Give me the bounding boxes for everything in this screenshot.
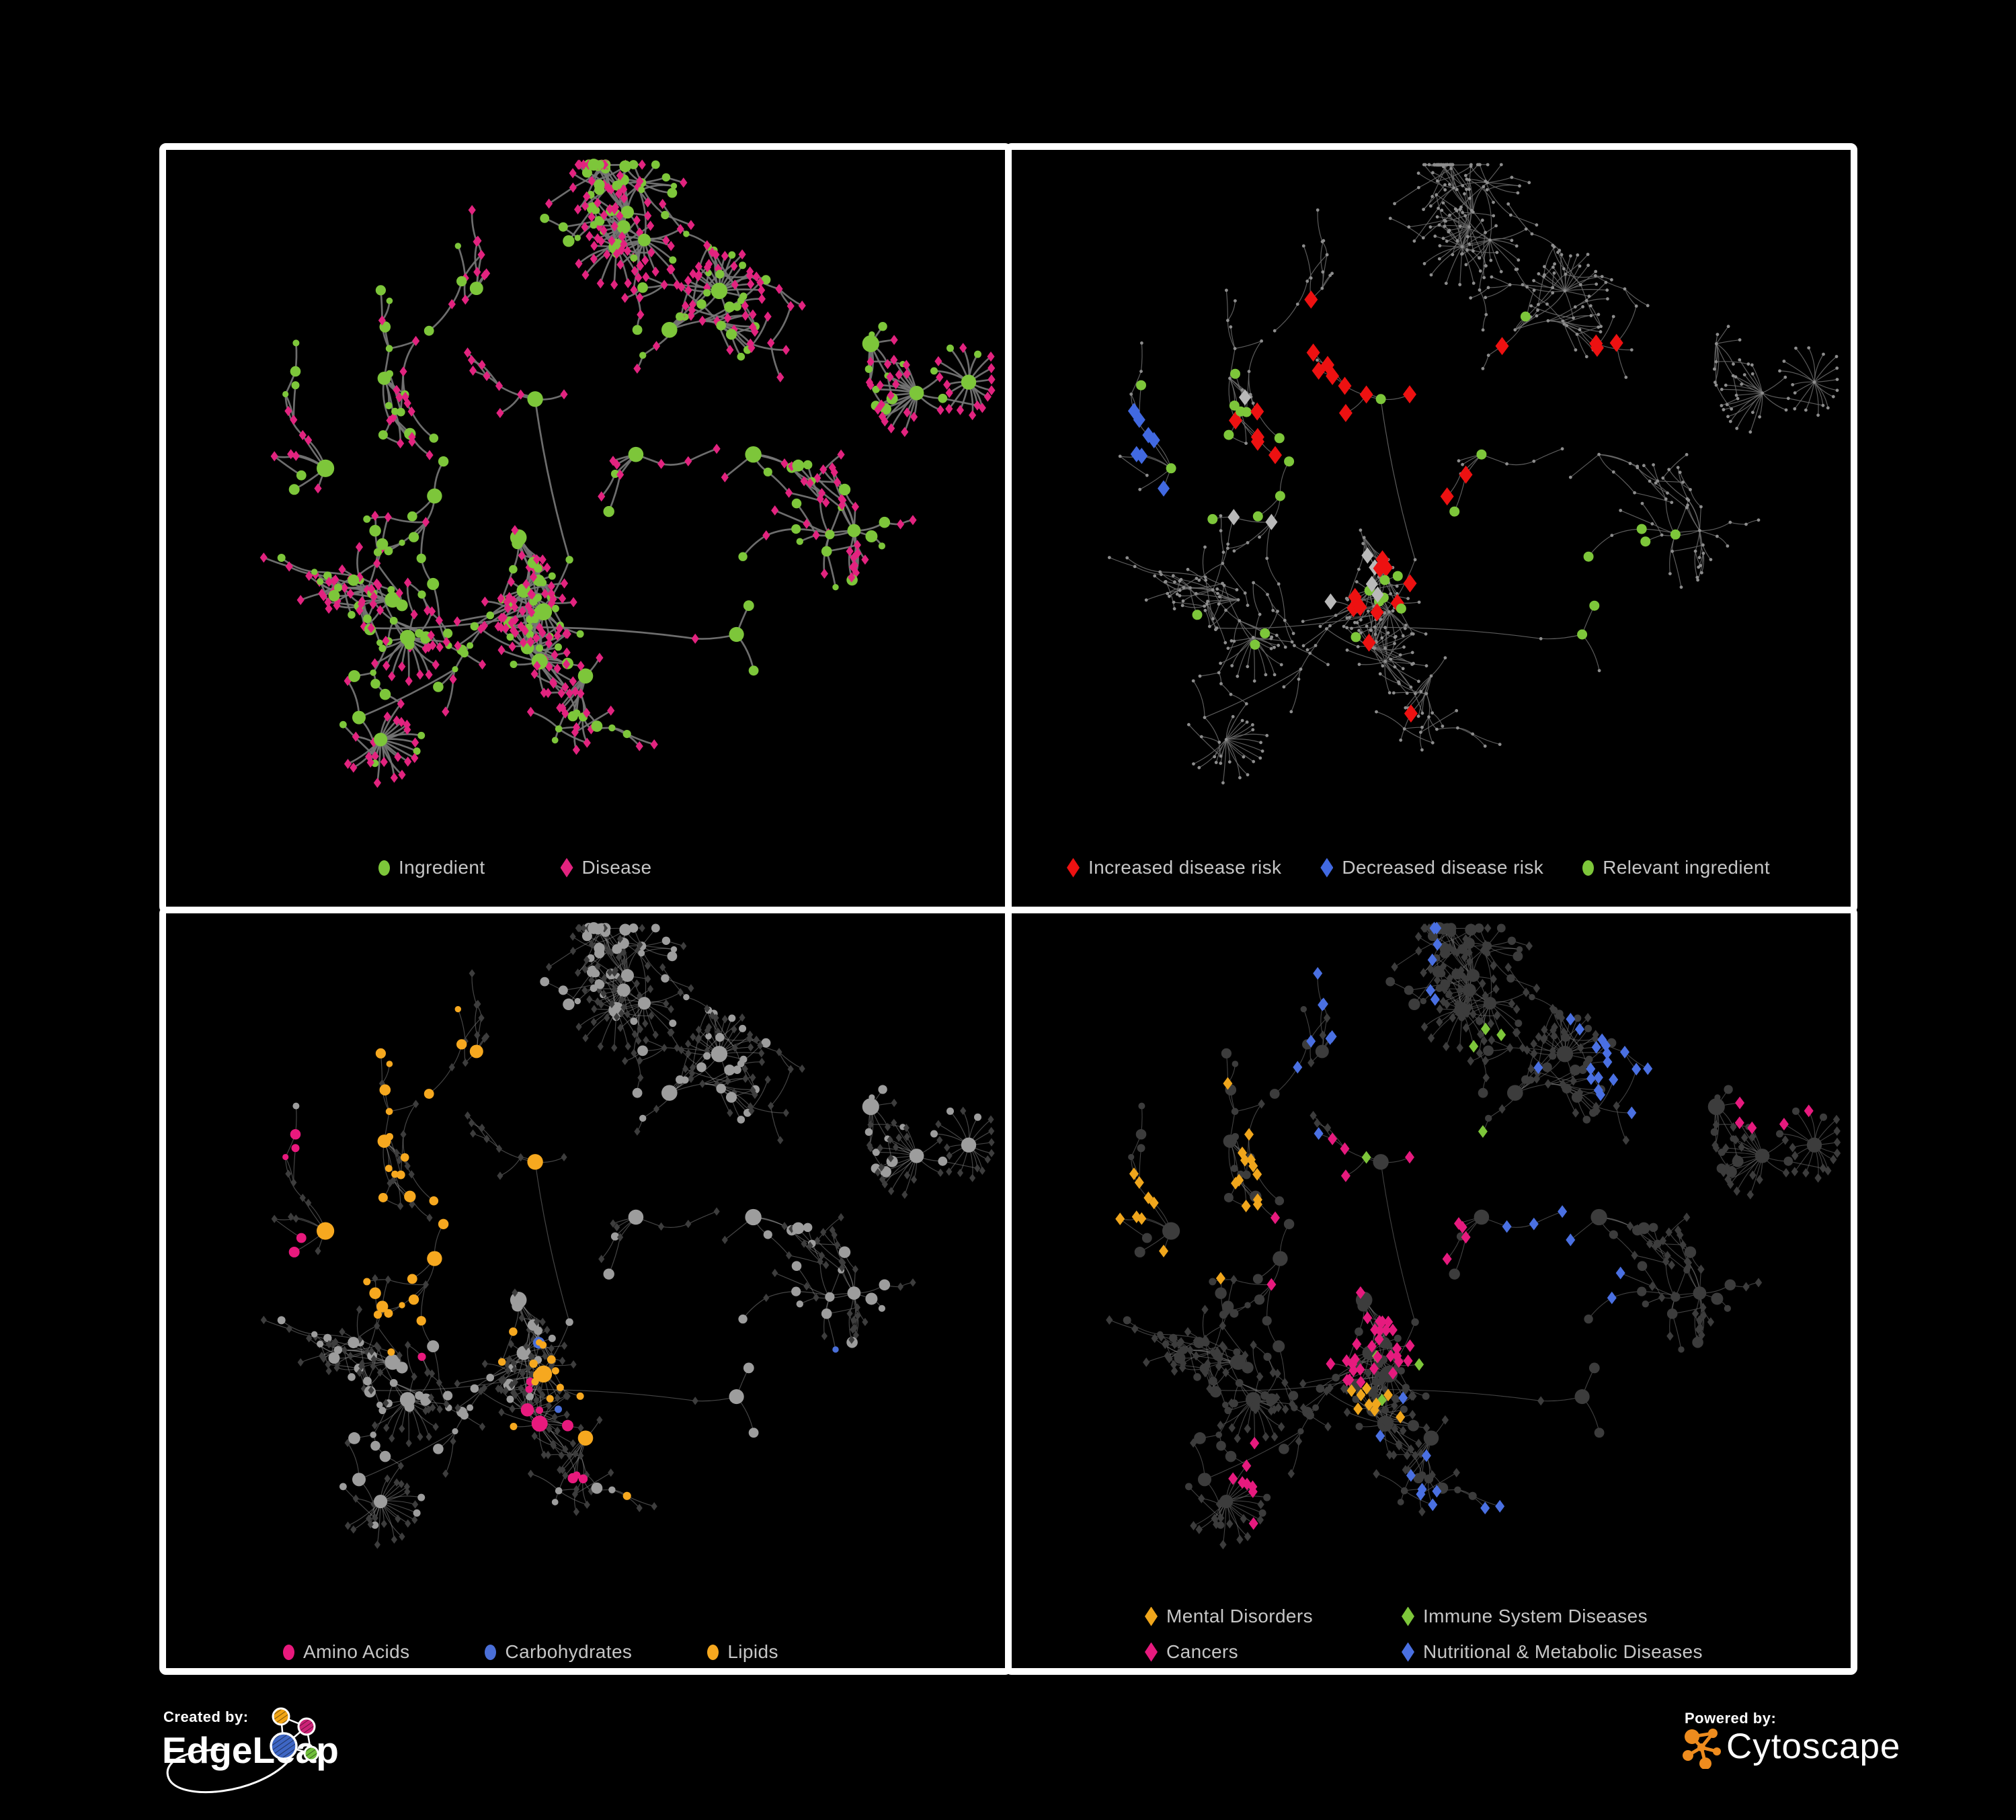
powered-by-label: Powered by: (1685, 1710, 1777, 1727)
legend-label: Disease (581, 857, 652, 878)
cytoscape-logo-icon (1683, 1729, 1721, 1769)
legend-label: Decreased disease risk (1342, 857, 1544, 878)
diamond-marker-icon (1320, 858, 1334, 878)
edges-layer (264, 927, 992, 1545)
edgeleap-logo-icon (166, 1707, 319, 1794)
legend-disease-risk: Increased disease risk Decreased disease … (1067, 857, 1770, 878)
legend-item: Lipids (707, 1641, 778, 1663)
nodes-layer (260, 922, 995, 1549)
network-graph (260, 922, 995, 1549)
diamond-marker-icon (1402, 1642, 1414, 1662)
circle-marker-icon (283, 1644, 294, 1660)
legend-item: Mental Disorders (1145, 1606, 1402, 1627)
cytoscape-brand-block: Powered by: Cytoscape (1679, 1708, 1948, 1796)
legend-item: Ingredient (378, 857, 485, 878)
legend-label: Cancers (1166, 1641, 1239, 1662)
panel-disease-risk: Increased disease risk Decreased disease … (1005, 143, 1857, 913)
legend-nutrient-classes: Amino Acids Carbohydrates Lipids (283, 1641, 778, 1663)
legend-item: Immune System Diseases (1402, 1606, 1703, 1627)
legend-item: Cancers (1145, 1641, 1402, 1663)
nodes-layer (1106, 921, 1841, 1550)
legend-item: Carbohydrates (485, 1641, 632, 1663)
circle-marker-icon (707, 1644, 719, 1660)
edgeleap-brand-block: Created by: EdgeLeap (159, 1706, 368, 1820)
edges-layer (263, 163, 992, 783)
legend-item: Relevant ingredient (1582, 857, 1770, 878)
legend-label: Ingredient (399, 857, 485, 878)
panel-ingredient-disease: Ingredient Disease (159, 143, 1012, 913)
diamond-marker-icon (1145, 1606, 1158, 1626)
diamond-marker-icon (1145, 1642, 1158, 1662)
circle-marker-icon (485, 1644, 497, 1660)
legend-label: Carbohydrates (505, 1641, 633, 1662)
network-graph (1106, 921, 1841, 1550)
diamond-marker-icon (1402, 1606, 1414, 1626)
legend-label: Relevant ingredient (1603, 857, 1771, 878)
network-graph (259, 159, 996, 788)
diamond-marker-icon (560, 858, 573, 878)
legend-label: Amino Acids (303, 1641, 410, 1662)
panel-disease-categories: Mental Disorders Immune System Diseases Ca… (1005, 907, 1857, 1675)
nodes-layer (259, 159, 996, 788)
circle-marker-icon (1582, 860, 1595, 876)
legend-item: Amino Acids (283, 1641, 409, 1663)
legend-label: Mental Disorders (1166, 1606, 1314, 1626)
network-graph (1107, 163, 1839, 785)
circle-marker-icon (378, 860, 390, 876)
legend-item: Decreased disease risk (1320, 857, 1543, 878)
diamond-marker-icon (1067, 858, 1080, 878)
edges-layer (1109, 927, 1838, 1545)
legend-item: Increased disease risk (1067, 857, 1281, 878)
legend-label: Increased disease risk (1088, 857, 1282, 878)
legend-item: Nutritional & Metabolic Diseases (1402, 1641, 1703, 1663)
edges-layer (1109, 163, 1838, 783)
panel-nutrient-classes: Amino Acids Carbohydrates Lipids (159, 907, 1012, 1675)
legend-ingredient-disease: Ingredient Disease (378, 857, 652, 878)
legend-item: Disease (560, 857, 652, 878)
legend-label: Lipids (727, 1641, 778, 1662)
nodes-layer (1107, 163, 1839, 785)
legend-label: Immune System Diseases (1423, 1606, 1648, 1626)
legend-disease-categories: Mental Disorders Immune System Diseases Ca… (1145, 1606, 1703, 1663)
created-by-label: Created by: (163, 1708, 249, 1725)
cytoscape-wordmark: Cytoscape (1726, 1727, 1901, 1766)
legend-label: Nutritional & Metabolic Diseases (1423, 1641, 1703, 1662)
